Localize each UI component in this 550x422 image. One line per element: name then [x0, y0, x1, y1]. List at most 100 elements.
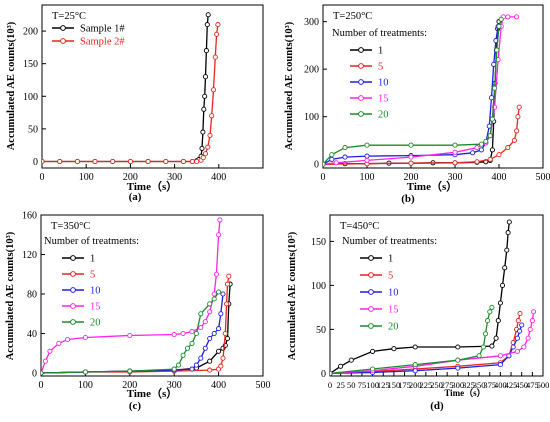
y-tick-label: 0	[32, 369, 37, 380]
data-point	[172, 367, 176, 371]
data-point	[453, 150, 457, 154]
x-tick-label: 0	[40, 172, 45, 183]
data-point	[343, 155, 347, 159]
data-point	[223, 331, 227, 335]
data-point	[497, 24, 501, 28]
data-point	[199, 356, 203, 360]
data-point	[39, 371, 43, 375]
legend-title: Number of treatments:	[342, 236, 437, 247]
data-point	[517, 105, 521, 109]
data-point	[208, 368, 212, 372]
data-point	[488, 134, 492, 138]
data-point	[486, 319, 490, 323]
data-point	[225, 282, 229, 286]
legend-entry: Sample 1#	[80, 24, 125, 35]
data-point	[365, 158, 369, 162]
data-point	[497, 153, 501, 157]
panel-label: (d)	[430, 400, 444, 412]
data-point	[481, 345, 485, 349]
data-point	[225, 302, 229, 306]
data-point	[495, 48, 499, 52]
data-point	[516, 319, 520, 323]
panel-label: (a)	[129, 191, 142, 203]
data-point	[58, 159, 62, 163]
temperature-label: T=250°C	[333, 11, 372, 22]
data-point	[330, 157, 334, 161]
y-tick-label: 80	[27, 290, 37, 301]
y-tick-label: 150	[23, 59, 38, 70]
data-point	[213, 55, 217, 59]
legend-swatch-marker	[359, 96, 364, 101]
y-tick-label: 0	[33, 157, 38, 168]
data-point	[66, 337, 70, 341]
data-point	[185, 346, 189, 350]
data-point	[490, 305, 494, 309]
legend-swatch-marker	[359, 64, 364, 69]
x-tick-label: 500	[256, 380, 271, 391]
data-point	[128, 159, 132, 163]
data-point	[177, 363, 181, 367]
data-point	[203, 94, 207, 98]
data-point	[201, 130, 205, 134]
x-tick-label: 400	[211, 172, 226, 183]
data-point	[208, 310, 212, 314]
data-point	[199, 312, 203, 316]
data-point	[518, 329, 522, 333]
data-point	[532, 310, 536, 314]
y-axis-label: Accumulated AE counts(10³)	[284, 21, 295, 150]
x-tick-label: 500	[536, 172, 550, 183]
data-point	[328, 371, 332, 375]
data-point	[475, 160, 479, 164]
data-point	[190, 159, 194, 163]
data-point	[215, 32, 219, 36]
data-point	[518, 311, 522, 315]
data-point	[217, 349, 221, 353]
data-point	[194, 331, 198, 335]
x-tick-label: 400	[211, 380, 226, 391]
data-point	[456, 358, 460, 362]
y-tick-label: 100	[311, 281, 326, 292]
x-tick-label: 500	[537, 380, 550, 390]
y-axis-label: Accumulated AE counts(10³)	[5, 231, 16, 360]
data-point	[515, 129, 519, 133]
data-point	[48, 349, 52, 353]
y-axis-label: Accumulated AE counts(10³)	[287, 231, 298, 360]
data-point	[365, 143, 369, 147]
data-point	[205, 23, 209, 27]
y-tick-label: 100	[304, 112, 319, 123]
legend-entry: Sample 2#	[80, 37, 125, 48]
data-point	[505, 248, 509, 252]
x-tick-label: 25	[336, 380, 345, 390]
y-tick-label: 50	[316, 325, 326, 336]
legend-swatch-marker	[71, 304, 76, 309]
data-point	[203, 152, 207, 156]
data-point	[498, 363, 502, 367]
data-point	[413, 369, 417, 373]
legend-entry: 10	[90, 286, 101, 297]
legend-swatch-marker	[71, 272, 76, 277]
x-tick-label: 0	[321, 172, 326, 183]
legend-entry: 15	[388, 305, 399, 316]
data-point	[349, 358, 353, 362]
data-point	[111, 159, 115, 163]
y-tick-label: 150	[311, 237, 326, 248]
legend-swatch-marker	[369, 324, 374, 329]
data-point	[195, 159, 199, 163]
legend-entry: 5	[90, 270, 95, 281]
data-point	[526, 336, 530, 340]
legend-entry: 15	[90, 302, 101, 313]
data-point	[93, 159, 97, 163]
data-point	[520, 323, 524, 327]
x-tick-label: 100	[360, 172, 375, 183]
data-point	[190, 330, 194, 334]
data-point	[146, 159, 150, 163]
x-tick-label: 75	[358, 380, 367, 390]
data-point	[128, 333, 132, 337]
data-point	[181, 331, 185, 335]
data-point	[503, 266, 507, 270]
x-tick-label: 0	[39, 380, 44, 391]
legend-entry: 1	[388, 254, 393, 265]
